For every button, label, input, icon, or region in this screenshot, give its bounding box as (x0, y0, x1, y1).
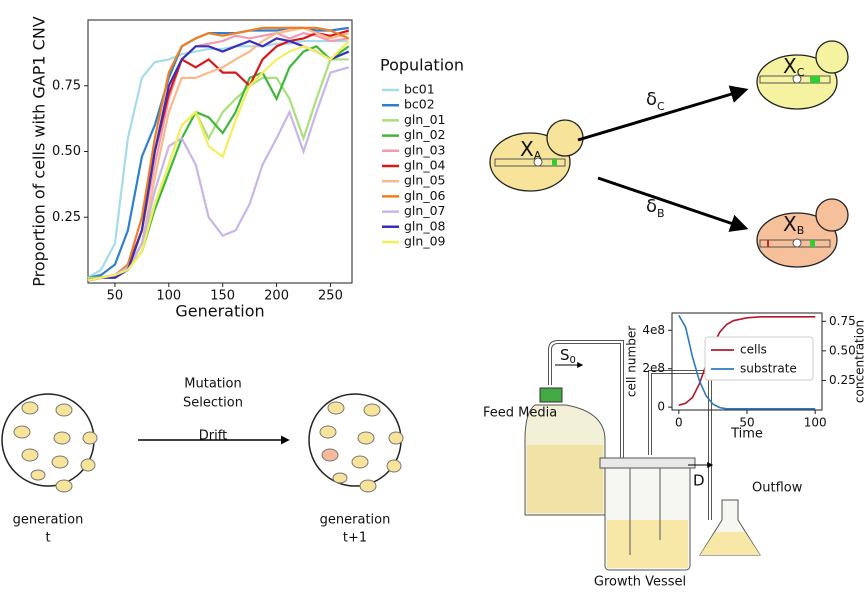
y-tick-label: 2e8 (642, 361, 665, 375)
legend-label: gln_06 (404, 188, 446, 203)
generation-label: generation (13, 513, 84, 528)
x-tick-label: 50 (107, 289, 124, 304)
rate-label: δB (646, 196, 665, 220)
model-diagram: XA XC XB δC δB (489, 40, 849, 268)
step-label: Selection (183, 396, 243, 411)
y-tick-label: 0.75 (52, 78, 81, 93)
cell-label: XA (520, 137, 542, 163)
y-axis-title: cell number (625, 326, 639, 397)
chemostat-diagram (524, 340, 761, 571)
y-axis-title: Proportion of cells with GAP1 CNV (30, 16, 49, 287)
x-tick-label: 50 (739, 416, 754, 430)
chemostat-label: S0 (560, 346, 576, 367)
x-axis-title: Generation (175, 302, 264, 321)
cell-label: XC (783, 54, 805, 80)
x-tick-label: 200 (264, 289, 289, 304)
x-tick-label: 100 (804, 416, 827, 430)
step-label: Mutation (184, 377, 241, 392)
cell-label: XB (783, 212, 804, 238)
x-tick-label: 150 (210, 289, 235, 304)
x-tick-label: 100 (156, 289, 181, 304)
y2-axis-title: concentration (853, 320, 867, 403)
series-line (87, 40, 350, 282)
x-tick-label: 250 (318, 289, 343, 304)
y-tick-label: 0.50 (52, 144, 81, 159)
generation-label: t+1 (343, 531, 367, 546)
y2-tick-label: 0.75 (829, 314, 856, 328)
legend-label: gln_09 (404, 234, 446, 249)
y-tick-label: 0 (657, 400, 665, 414)
generation-label: generation (320, 513, 391, 528)
chemostat-label: Feed Media (483, 406, 557, 421)
y-tick-label: 0.25 (52, 210, 81, 225)
legend-title: Population (380, 56, 464, 75)
legend-label: substrate (740, 362, 797, 376)
rate-label: δC (646, 89, 665, 113)
step-label: Drift (199, 429, 227, 444)
series-line (87, 32, 349, 282)
legend-label: gln_08 (404, 218, 446, 233)
series-line (87, 66, 350, 282)
legend-label: gln_03 (404, 142, 446, 157)
series-line (678, 314, 816, 410)
legend-label: cells (740, 343, 767, 357)
series-line (678, 316, 816, 406)
series-line (87, 39, 349, 279)
y2-tick-label: 0.25 (829, 373, 856, 387)
series-line (87, 37, 350, 282)
series-line (87, 26, 350, 282)
x-tick-label: 0 (675, 416, 683, 430)
series-line (87, 45, 350, 282)
legend-label: gln_01 (404, 112, 446, 127)
legend-label: bc01 (404, 82, 435, 97)
chemostat-label: Growth Vessel (594, 575, 686, 590)
legend-label: gln_04 (404, 158, 446, 173)
generation-label: t (45, 531, 50, 546)
legend-label: gln_05 (404, 173, 446, 188)
evolution-diagram: Mutation Selection Drift generation t ge… (1, 377, 404, 546)
plot-frame (87, 19, 353, 284)
chemostat-label: D (693, 472, 705, 490)
y2-tick-label: 0.50 (829, 343, 856, 357)
x-axis-title: Time (730, 427, 763, 442)
legend-label: gln_02 (404, 127, 446, 142)
legend-label: bc02 (404, 97, 435, 112)
series-line (88, 58, 349, 279)
y-tick-label: 4e8 (642, 323, 665, 337)
chemostat-label: Outflow (752, 481, 803, 496)
legend-label: gln_07 (404, 203, 446, 218)
